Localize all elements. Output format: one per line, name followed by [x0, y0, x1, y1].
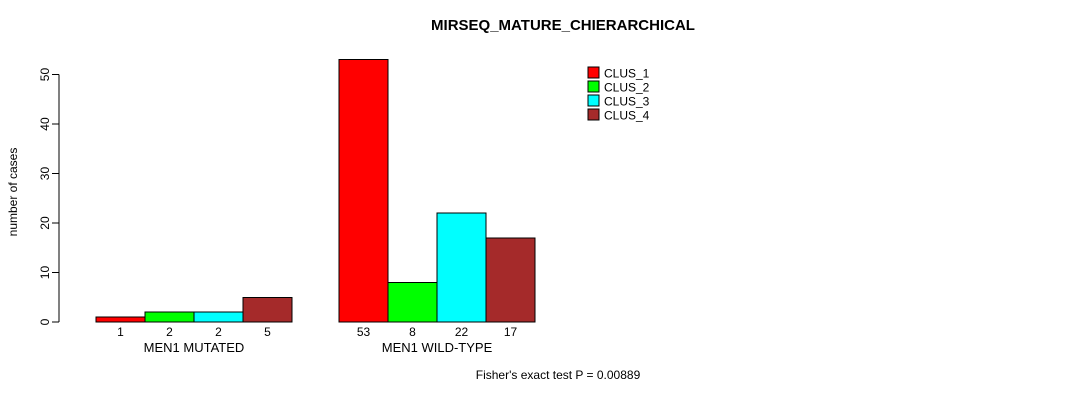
- bar-value-label: 8: [409, 325, 416, 339]
- x-category-label-men1-mutated: MEN1 MUTATED: [144, 340, 245, 355]
- bar-men1-mutated-clus_1: [95, 316, 146, 323]
- x-category-label-men1-wild-type: MEN1 WILD-TYPE: [382, 340, 493, 355]
- stat-annotation: Fisher's exact test P = 0.00889: [475, 368, 641, 382]
- chart-title: MIRSEQ_MATURE_CHIERARCHICAL: [431, 17, 695, 34]
- y-tick-label: 40: [38, 117, 52, 131]
- bar-value-label: 2: [215, 325, 222, 339]
- bar-value-label: 2: [166, 325, 173, 339]
- y-tick-label: 10: [38, 266, 52, 280]
- bar-value-label: 5: [264, 325, 271, 339]
- bar-men1-wild-type-clus_1: [338, 59, 389, 323]
- bar-value-label: 1: [117, 325, 124, 339]
- bar-value-label: 17: [504, 325, 518, 339]
- bar-men1-mutated-clus_2: [144, 311, 195, 323]
- bar-value-label: 53: [357, 325, 371, 339]
- y-tick-label: 20: [38, 216, 52, 230]
- bar-men1-wild-type-clus_4: [485, 237, 536, 323]
- legend-label-clus_4: CLUS_4: [604, 109, 650, 123]
- legend-swatch-clus_3: [587, 94, 600, 107]
- y-tick-label: 0: [38, 318, 52, 325]
- y-axis-label: number of cases: [6, 147, 20, 237]
- legend-swatch-clus_1: [587, 66, 600, 79]
- bar-men1-wild-type-clus_2: [387, 281, 438, 323]
- legend-swatch-clus_4: [587, 108, 600, 121]
- bar-men1-wild-type-clus_3: [436, 212, 487, 323]
- bar-men1-mutated-clus_4: [242, 296, 293, 323]
- bar-men1-mutated-clus_3: [193, 311, 244, 323]
- legend-label-clus_2: CLUS_2: [604, 81, 650, 95]
- bar-value-label: 22: [455, 325, 469, 339]
- y-tick-label: 50: [38, 68, 52, 82]
- legend-label-clus_1: CLUS_1: [604, 67, 650, 81]
- legend-label-clus_3: CLUS_3: [604, 95, 650, 109]
- y-tick-label: 30: [38, 167, 52, 181]
- legend-swatch-clus_2: [587, 80, 600, 93]
